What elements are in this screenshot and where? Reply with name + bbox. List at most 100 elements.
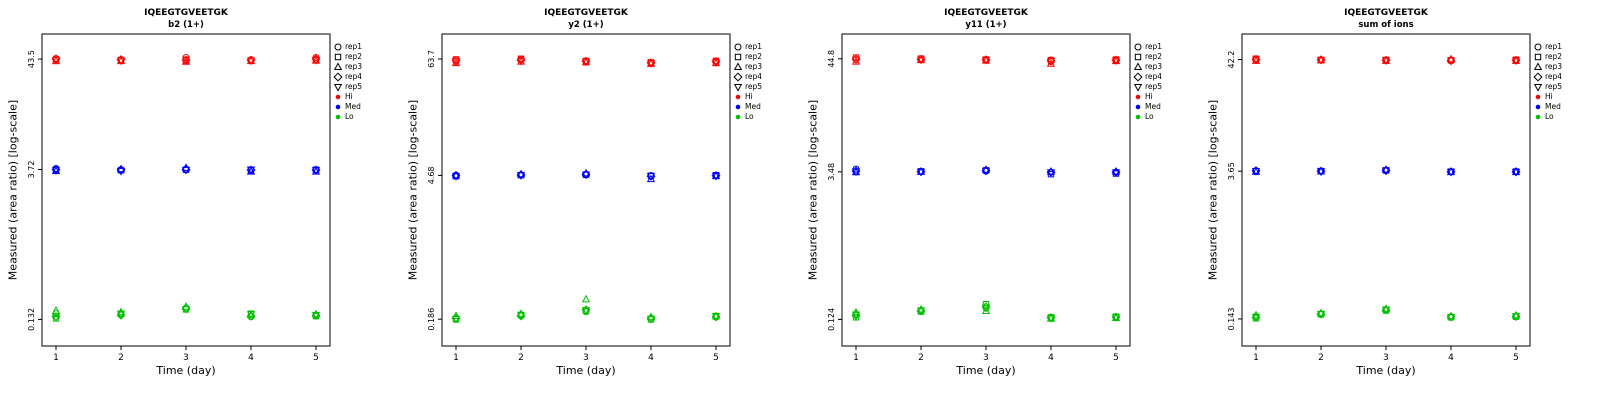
x-tick-label: 1 xyxy=(453,353,459,363)
y-tick-label: 44.8 xyxy=(827,50,836,68)
chart-subtitle: sum of ions xyxy=(1358,20,1414,30)
dot-icon xyxy=(735,94,741,100)
series-Lo xyxy=(451,294,721,324)
series-Lo xyxy=(51,302,321,323)
legend-label: Med xyxy=(1145,102,1161,111)
data-point xyxy=(116,57,126,66)
data-point xyxy=(735,94,741,100)
legend-item-rep2: rep2 xyxy=(1133,52,1162,62)
data-point xyxy=(1511,168,1521,177)
data-point xyxy=(734,43,742,51)
dot-icon xyxy=(1535,104,1541,110)
legend-item-rep4: rep4 xyxy=(1133,72,1162,82)
data-point xyxy=(333,62,343,70)
data-point xyxy=(581,307,591,315)
data-point xyxy=(246,57,256,66)
y-tick-label: 0.124 xyxy=(827,308,836,331)
y-tick-label: 0.132 xyxy=(27,308,36,331)
data-point xyxy=(1135,104,1141,110)
triangle-up-icon xyxy=(333,62,343,70)
data-point xyxy=(246,311,256,319)
dot-icon xyxy=(1135,114,1141,120)
legend-label: rep4 xyxy=(745,72,763,81)
legend-item-Hi: Hi xyxy=(1133,92,1162,102)
data-point xyxy=(335,94,341,100)
legend-item-rep2: rep2 xyxy=(733,52,762,62)
legend-label: rep1 xyxy=(1545,42,1563,51)
data-point xyxy=(1111,314,1121,322)
dot-icon xyxy=(735,104,741,110)
legend-label: rep5 xyxy=(345,82,363,91)
legend-label: rep2 xyxy=(1545,52,1563,61)
plot-border xyxy=(41,33,331,347)
x-tick-label: 3 xyxy=(983,353,989,363)
legend-label: rep4 xyxy=(1545,72,1563,81)
plot-border xyxy=(441,33,731,347)
legend-item-rep1: rep1 xyxy=(1533,42,1562,52)
data-point xyxy=(1135,94,1141,100)
legend-label: rep2 xyxy=(1145,52,1163,61)
series-Lo xyxy=(1251,304,1521,322)
legend: rep1 rep2 rep3 rep4 rep5 Hi Med Lo xyxy=(1133,42,1162,122)
legend-label: rep3 xyxy=(1545,62,1563,71)
legend-item-rep2: rep2 xyxy=(1533,52,1562,62)
data-point xyxy=(516,312,526,321)
legend-label: rep1 xyxy=(745,42,763,51)
legend-item-rep4: rep4 xyxy=(1533,72,1562,82)
data-point xyxy=(516,169,526,178)
data-point xyxy=(1111,169,1121,178)
circle-icon xyxy=(1534,43,1542,51)
legend-item-Hi: Hi xyxy=(333,92,362,102)
data-point xyxy=(1316,168,1326,176)
y-tick-label: 4.68 xyxy=(427,166,436,184)
chart-panel-y11-1-: IQEEGTGVEETGK y11 (1+) Measured (area ra… xyxy=(800,0,1200,400)
x-axis-label: Time (day) xyxy=(956,364,1016,377)
legend-label: rep1 xyxy=(345,42,363,51)
data-point xyxy=(1046,169,1056,178)
legend-item-rep4: rep4 xyxy=(733,72,762,82)
data-point xyxy=(1511,313,1521,321)
data-point xyxy=(1046,58,1056,66)
legend: rep1 rep2 rep3 rep4 rep5 Hi Med Lo xyxy=(733,42,762,122)
x-tick-label: 4 xyxy=(248,353,254,363)
legend-item-Med: Med xyxy=(333,102,362,112)
dot-icon xyxy=(1135,104,1141,110)
legend-item-rep3: rep3 xyxy=(1133,62,1162,72)
data-point xyxy=(311,311,321,320)
data-point xyxy=(646,172,656,181)
data-point xyxy=(1535,114,1541,120)
legend-label: Hi xyxy=(345,92,353,101)
data-point xyxy=(981,304,991,313)
data-point xyxy=(851,168,861,177)
data-point xyxy=(646,315,656,324)
plot-border xyxy=(1241,33,1531,347)
data-point xyxy=(711,59,721,68)
diamond-icon xyxy=(733,72,743,82)
chart-subtitle: b2 (1+) xyxy=(168,20,204,30)
legend-label: Med xyxy=(1545,102,1561,111)
chart-title: IQEEGTGVEETGK xyxy=(1344,8,1428,18)
square-icon xyxy=(334,53,342,61)
x-tick-label: 1 xyxy=(1253,353,1259,363)
legend: rep1 rep2 rep3 rep4 rep5 Hi Med Lo xyxy=(1533,42,1562,122)
data-point xyxy=(711,172,721,181)
data-point xyxy=(733,62,743,70)
data-point xyxy=(916,307,926,316)
triangle-down-icon xyxy=(1533,84,1543,92)
chart-subtitle: y2 (1+) xyxy=(568,20,604,30)
triangle-up-icon xyxy=(1133,62,1143,70)
legend-label: rep3 xyxy=(345,62,363,71)
data-point xyxy=(451,57,461,66)
data-point xyxy=(981,167,991,176)
legend-label: rep5 xyxy=(1145,82,1163,91)
x-tick-label: 2 xyxy=(118,353,124,363)
legend-label: Med xyxy=(345,102,361,111)
data-point xyxy=(1381,164,1391,173)
data-point xyxy=(116,167,126,176)
square-icon xyxy=(734,53,742,61)
triangle-up-icon xyxy=(733,62,743,70)
x-tick-label: 1 xyxy=(53,353,59,363)
data-point xyxy=(1511,57,1521,66)
data-point xyxy=(1111,166,1121,175)
data-point xyxy=(733,72,743,82)
